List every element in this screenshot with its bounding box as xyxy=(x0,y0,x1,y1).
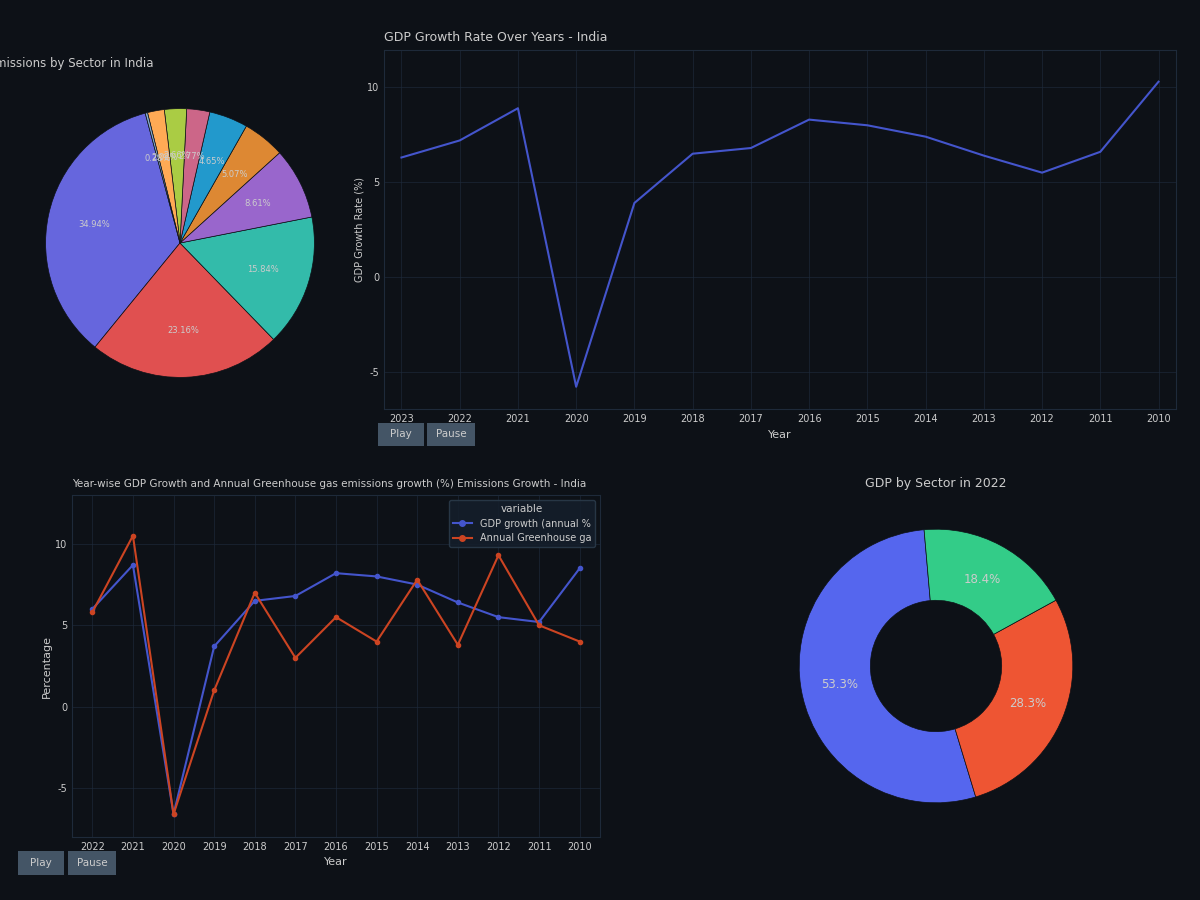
Wedge shape xyxy=(924,529,1056,634)
X-axis label: Year: Year xyxy=(768,430,792,440)
Text: 0.28%: 0.28% xyxy=(145,154,172,163)
Wedge shape xyxy=(46,113,180,347)
Text: Play: Play xyxy=(30,858,52,868)
Wedge shape xyxy=(164,109,187,243)
Text: GDP Growth Rate Over Years - India: GDP Growth Rate Over Years - India xyxy=(384,32,607,44)
Wedge shape xyxy=(145,112,180,243)
Y-axis label: Percentage: Percentage xyxy=(42,634,52,698)
Wedge shape xyxy=(180,112,246,243)
Text: 15.84%: 15.84% xyxy=(247,265,280,274)
Title: GDP by Sector in 2022: GDP by Sector in 2022 xyxy=(865,477,1007,490)
Wedge shape xyxy=(180,126,280,243)
Text: 34.94%: 34.94% xyxy=(79,220,110,230)
Wedge shape xyxy=(180,109,210,243)
Text: 4.65%: 4.65% xyxy=(198,158,224,166)
Text: 8.61%: 8.61% xyxy=(245,199,271,208)
Wedge shape xyxy=(180,153,312,243)
Text: Pause: Pause xyxy=(77,858,108,868)
Text: 28.3%: 28.3% xyxy=(1009,697,1045,710)
Text: 18.4%: 18.4% xyxy=(964,572,1001,586)
Text: 23.16%: 23.16% xyxy=(168,326,199,335)
Text: 2.66%: 2.66% xyxy=(163,151,191,160)
Text: Pause: Pause xyxy=(436,429,467,439)
Text: 2.77%: 2.77% xyxy=(179,152,205,161)
Wedge shape xyxy=(799,530,976,803)
Text: Year-wise GDP Growth and Annual Greenhouse gas emissions growth (%) Emissions Gr: Year-wise GDP Growth and Annual Greenhou… xyxy=(72,479,587,489)
Text: 53.3%: 53.3% xyxy=(821,679,858,691)
Text: 2.02%: 2.02% xyxy=(151,153,178,162)
Text: 5.07%: 5.07% xyxy=(221,170,248,179)
Wedge shape xyxy=(955,600,1073,796)
Text: missions by Sector in India: missions by Sector in India xyxy=(0,57,154,69)
X-axis label: Year: Year xyxy=(324,858,348,868)
Wedge shape xyxy=(148,110,180,243)
Legend: GDP growth (annual %, Annual Greenhouse ga: GDP growth (annual %, Annual Greenhouse … xyxy=(449,500,595,547)
Y-axis label: GDP Growth Rate (%): GDP Growth Rate (%) xyxy=(354,177,364,282)
Wedge shape xyxy=(180,217,314,339)
Text: Play: Play xyxy=(390,429,412,439)
Wedge shape xyxy=(95,243,274,377)
